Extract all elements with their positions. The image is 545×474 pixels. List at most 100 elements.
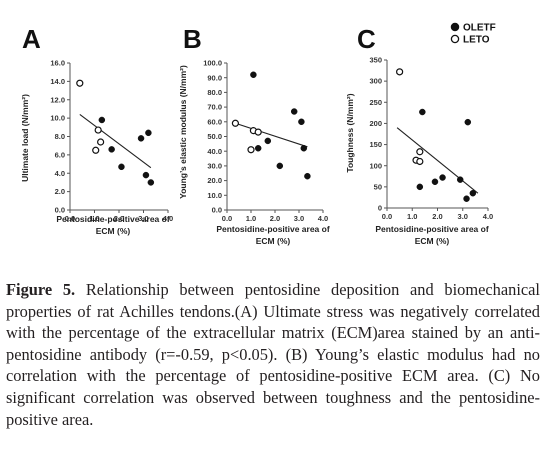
data-point-leto bbox=[254, 128, 262, 136]
y-tick-label: 90.0 bbox=[207, 73, 222, 82]
x-tick-label: 2.0 bbox=[270, 214, 280, 223]
panel-letter: C bbox=[357, 24, 376, 54]
x-tick-label: 3.0 bbox=[294, 214, 304, 223]
y-tick-label: 50.0 bbox=[207, 132, 222, 141]
y-tick-label: 70.0 bbox=[207, 103, 222, 112]
data-point-leto bbox=[247, 146, 255, 154]
caption-text: Relationship between pentosidine deposit… bbox=[6, 280, 540, 429]
data-point-oletf bbox=[304, 172, 311, 180]
data-point-leto bbox=[416, 148, 424, 156]
x-axis-label-line1: Pentosidine-positive area of bbox=[56, 214, 170, 224]
data-point-oletf bbox=[118, 163, 125, 171]
y-axis-label: Ultimate load (N/mm²) bbox=[20, 94, 30, 182]
x-tick-label: 4.0 bbox=[483, 212, 493, 221]
data-point-oletf bbox=[300, 145, 308, 152]
data-point-leto bbox=[416, 157, 424, 166]
data-point-oletf bbox=[147, 179, 155, 186]
data-point-oletf bbox=[108, 146, 115, 153]
y-tick-label: 100 bbox=[369, 161, 382, 170]
y-tick-label: 12.0 bbox=[50, 95, 65, 104]
y-tick-label: 100.0 bbox=[203, 59, 222, 68]
data-point-oletf bbox=[431, 178, 439, 186]
y-tick-label: 80.0 bbox=[207, 88, 222, 97]
data-point-leto bbox=[396, 68, 404, 76]
data-point-oletf bbox=[137, 135, 145, 142]
figure-panels: A 0.0 2.0 4.0 6.0 8.0 10.0 12.0 14.0 16.0 0.0 1.0 2.… bbox=[20, 22, 496, 247]
x-axis-label-line2: ECM (%) bbox=[415, 236, 450, 246]
figure-caption: Figure 5. Relationship between pentosidi… bbox=[6, 279, 540, 430]
figure-canvas: A 0.0 2.0 4.0 6.0 8.0 10.0 12.0 14.0 16.0 0.0 1.0 2.… bbox=[20, 22, 496, 247]
data-point-leto bbox=[92, 146, 100, 154]
data-point-oletf bbox=[142, 171, 150, 179]
data-point-leto bbox=[97, 138, 105, 146]
y-tick-label: 200 bbox=[369, 119, 382, 128]
data-point-oletf bbox=[145, 129, 152, 137]
data-point-oletf bbox=[456, 176, 464, 183]
y-axis-label: Young’s elastic modulus (N/mm²) bbox=[178, 65, 188, 199]
y-tick-label: 0.0 bbox=[212, 206, 222, 215]
legend-marker-leto bbox=[450, 34, 460, 44]
x-tick-label: 2.0 bbox=[432, 212, 442, 221]
y-tick-label: 14.0 bbox=[50, 77, 65, 86]
x-tick-label: 0.0 bbox=[222, 214, 232, 223]
x-tick-label: 2.0 bbox=[114, 214, 124, 223]
data-point-oletf bbox=[276, 162, 284, 170]
y-tick-label: 10.0 bbox=[207, 191, 222, 200]
legend-label-leto: LETO bbox=[463, 35, 490, 46]
x-tick-label: 1.0 bbox=[407, 212, 417, 221]
data-point-oletf bbox=[250, 71, 257, 79]
y-tick-label: 350 bbox=[369, 56, 382, 65]
legend-label-oletf: OLETF bbox=[463, 23, 496, 34]
y-axis-label: Toughness (N/mm²) bbox=[345, 93, 355, 172]
x-tick-label: 3.0 bbox=[138, 214, 148, 223]
x-tick-label: 1.0 bbox=[246, 214, 256, 223]
data-point-oletf bbox=[298, 118, 305, 126]
y-tick-label: 16.0 bbox=[50, 59, 65, 68]
trend-line bbox=[235, 122, 308, 148]
x-tick-label: 4.0 bbox=[318, 214, 328, 223]
x-tick-label: 0.0 bbox=[382, 212, 392, 221]
chart-panel-b: B 0.0 10.0 20.0 30.0 40.0 50.0 60.0 70.0 80.0 90.0… bbox=[178, 24, 330, 246]
caption-label: Figure 5. bbox=[6, 280, 76, 299]
data-point-oletf bbox=[98, 116, 106, 124]
y-tick-label: 250 bbox=[369, 98, 382, 107]
chart-panel-a: A 0.0 2.0 4.0 6.0 8.0 10.0 12.0 14.0 16.0 0.0 1.0 2.… bbox=[20, 24, 173, 236]
data-point-oletf bbox=[254, 145, 262, 152]
y-tick-label: 20.0 bbox=[207, 176, 222, 185]
chart-panel-c: C 0 50 100 150 200 250 300 350 0.0 1.0 2.0 3.0 4.0 Tou… bbox=[345, 24, 493, 246]
data-point-oletf bbox=[416, 183, 424, 191]
x-axis-label-line1: Pentosidine-positive area of bbox=[375, 224, 489, 234]
x-axis-label-line2: ECM (%) bbox=[256, 236, 291, 246]
x-axis-label-line1: Pentosidine-positive area of bbox=[216, 224, 330, 234]
y-tick-label: 50 bbox=[374, 182, 382, 191]
data-point-leto bbox=[76, 79, 84, 87]
trend-line bbox=[396, 127, 479, 194]
y-tick-label: 4.0 bbox=[55, 169, 65, 178]
y-tick-label: 0.0 bbox=[55, 206, 65, 215]
data-point-leto bbox=[94, 126, 102, 134]
data-point-oletf bbox=[419, 108, 426, 116]
data-point-oletf bbox=[464, 118, 472, 126]
panel-letter: B bbox=[183, 24, 202, 54]
y-tick-label: 2.0 bbox=[55, 187, 65, 196]
y-tick-label: 8.0 bbox=[55, 132, 65, 141]
y-tick-label: 30.0 bbox=[207, 162, 222, 171]
data-point-oletf bbox=[290, 108, 298, 115]
data-point-oletf bbox=[439, 174, 446, 181]
panel-letter: A bbox=[22, 24, 41, 54]
y-tick-label: 0 bbox=[378, 204, 382, 213]
x-tick-label: 0.0 bbox=[65, 214, 75, 223]
data-point-leto bbox=[231, 119, 239, 127]
data-point-oletf bbox=[469, 189, 477, 197]
y-tick-label: 300 bbox=[369, 77, 382, 86]
trend-line bbox=[79, 114, 152, 169]
x-tick-label: 1.0 bbox=[89, 214, 99, 223]
y-tick-label: 60.0 bbox=[207, 117, 222, 126]
legend-marker-oletf bbox=[450, 22, 460, 32]
y-tick-label: 10.0 bbox=[50, 114, 65, 123]
y-tick-label: 150 bbox=[369, 140, 382, 149]
y-tick-label: 6.0 bbox=[55, 150, 65, 159]
y-tick-label: 40.0 bbox=[207, 147, 222, 156]
x-axis-label-line2: ECM (%) bbox=[96, 226, 131, 236]
